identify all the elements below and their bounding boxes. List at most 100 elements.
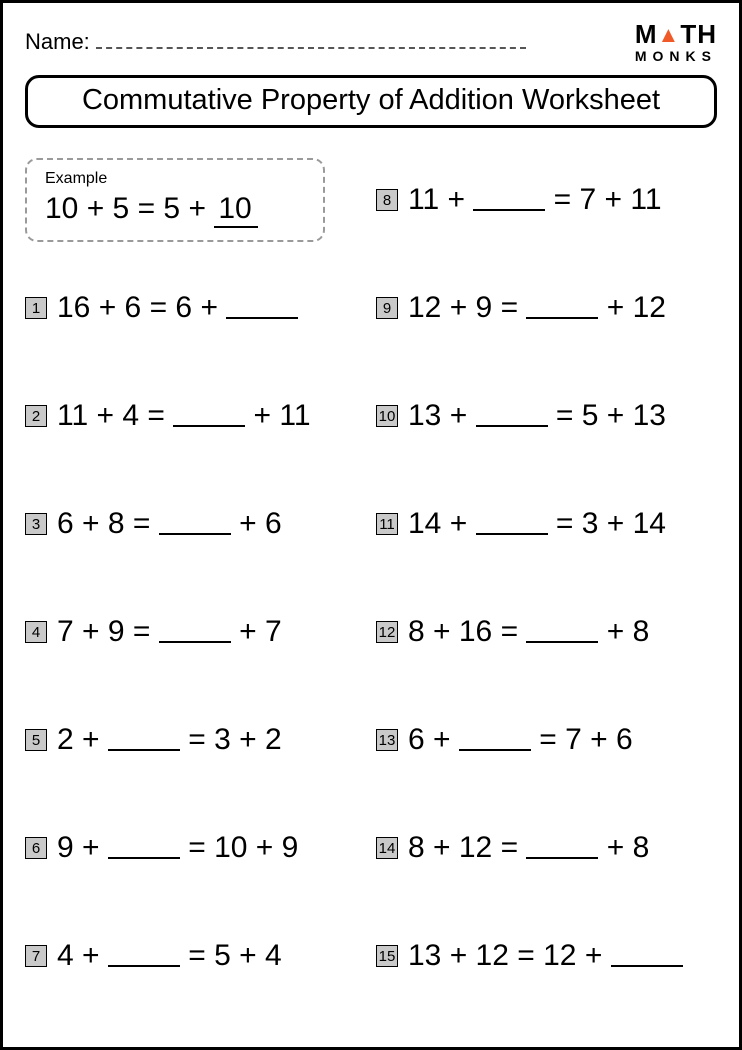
problem-cell: 6 9 + = 10 + 9	[25, 794, 366, 902]
eq-before: 16 + 6 = 6 +	[57, 291, 226, 324]
problem-cell: 1 16 + 6 = 6 +	[25, 254, 366, 362]
eq-after: = 3 + 2	[180, 723, 282, 756]
equation: 13 + = 5 + 13	[408, 399, 666, 433]
problem-number: 6	[25, 837, 47, 859]
worksheet-title: Commutative Property of Addition Workshe…	[25, 75, 717, 128]
eq-before: 13 + 12 = 12 +	[408, 939, 611, 972]
logo-th: TH	[680, 19, 717, 49]
problem-number: 3	[25, 513, 47, 535]
equation: 9 + = 10 + 9	[57, 831, 298, 865]
eq-before: 11 + 4 =	[57, 399, 173, 432]
problem-cell: 13 6 + = 7 + 6	[376, 686, 717, 794]
equation: 4 + = 5 + 4	[57, 939, 282, 973]
eq-before: 13 +	[408, 399, 476, 432]
answer-blank[interactable]	[108, 965, 180, 967]
answer-blank[interactable]	[459, 749, 531, 751]
eq-after: + 8	[598, 831, 649, 864]
problem-grid: Example 10 + 5 = 5 + 10 8 11 + = 7 + 11 …	[25, 146, 717, 1010]
problem-cell: 9 12 + 9 = + 12	[376, 254, 717, 362]
equation: 13 + 12 = 12 +	[408, 939, 683, 973]
problem-cell: 2 11 + 4 = + 11	[25, 362, 366, 470]
example-answer: 10	[214, 192, 257, 228]
answer-blank[interactable]	[226, 317, 298, 319]
example-equation: 10 + 5 = 5 + 10	[45, 192, 305, 228]
answer-blank[interactable]	[526, 857, 598, 859]
problem-cell: 10 13 + = 5 + 13	[376, 362, 717, 470]
answer-blank[interactable]	[476, 533, 548, 535]
eq-after: + 12	[598, 291, 666, 324]
answer-blank[interactable]	[526, 317, 598, 319]
example-cell: Example 10 + 5 = 5 + 10	[25, 146, 366, 254]
problem-cell: 15 13 + 12 = 12 +	[376, 902, 717, 1010]
problem-cell: 5 2 + = 3 + 2	[25, 686, 366, 794]
equation: 8 + 16 = + 8	[408, 615, 649, 649]
equation: 8 + 12 = + 8	[408, 831, 649, 865]
problem-number: 12	[376, 621, 398, 643]
problem-cell: 4 7 + 9 = + 7	[25, 578, 366, 686]
eq-after: = 5 + 4	[180, 939, 282, 972]
problem-number: 13	[376, 729, 398, 751]
problem-number: 1	[25, 297, 47, 319]
eq-after: + 8	[598, 615, 649, 648]
equation: 14 + = 3 + 14	[408, 507, 666, 541]
eq-before: 2 +	[57, 723, 108, 756]
equation: 11 + = 7 + 11	[408, 183, 662, 217]
eq-before: 6 + 8 =	[57, 507, 159, 540]
name-field: Name:	[25, 29, 526, 55]
eq-after: = 3 + 14	[548, 507, 666, 540]
answer-blank[interactable]	[526, 641, 598, 643]
eq-before: 9 +	[57, 831, 108, 864]
answer-blank[interactable]	[476, 425, 548, 427]
answer-blank[interactable]	[159, 533, 231, 535]
name-label: Name:	[25, 29, 90, 55]
equation: 11 + 4 = + 11	[57, 399, 311, 433]
answer-blank[interactable]	[611, 965, 683, 967]
problem-number: 11	[376, 513, 398, 535]
equation: 2 + = 3 + 2	[57, 723, 282, 757]
logo-m: M	[635, 19, 658, 49]
eq-before: 7 + 9 =	[57, 615, 159, 648]
eq-before: 8 + 16 =	[408, 615, 526, 648]
eq-after: = 10 + 9	[180, 831, 298, 864]
problem-cell: 3 6 + 8 = + 6	[25, 470, 366, 578]
answer-blank[interactable]	[173, 425, 245, 427]
problem-number: 7	[25, 945, 47, 967]
eq-before: 4 +	[57, 939, 108, 972]
example-lhs: 10 + 5 = 5 +	[45, 192, 206, 225]
problem-cell: 12 8 + 16 = + 8	[376, 578, 717, 686]
answer-blank[interactable]	[159, 641, 231, 643]
eq-before: 14 +	[408, 507, 476, 540]
eq-before: 8 + 12 =	[408, 831, 526, 864]
answer-blank[interactable]	[108, 749, 180, 751]
example-box: Example 10 + 5 = 5 + 10	[25, 158, 325, 242]
eq-after: = 7 + 6	[531, 723, 633, 756]
problem-number: 10	[376, 405, 398, 427]
eq-after: + 11	[245, 399, 310, 432]
problem-number: 8	[376, 189, 398, 211]
problem-number: 15	[376, 945, 398, 967]
eq-after: = 5 + 13	[548, 399, 666, 432]
eq-after: + 7	[231, 615, 282, 648]
answer-blank[interactable]	[473, 209, 545, 211]
eq-before: 12 + 9 =	[408, 291, 526, 324]
equation: 6 + = 7 + 6	[408, 723, 633, 757]
problem-cell: 7 4 + = 5 + 4	[25, 902, 366, 1010]
equation: 12 + 9 = + 12	[408, 291, 666, 325]
equation: 16 + 6 = 6 +	[57, 291, 298, 325]
answer-blank[interactable]	[108, 857, 180, 859]
problem-number: 2	[25, 405, 47, 427]
example-label: Example	[45, 170, 305, 188]
problem-cell: 14 8 + 12 = + 8	[376, 794, 717, 902]
problem-number: 9	[376, 297, 398, 319]
name-input-line[interactable]	[96, 35, 526, 49]
equation: 7 + 9 = + 7	[57, 615, 282, 649]
header: Name: M▲TH MONKS	[25, 21, 717, 63]
eq-before: 6 +	[408, 723, 459, 756]
logo-bottom: MONKS	[635, 49, 717, 63]
logo-top: M▲TH	[635, 21, 717, 47]
triangle-icon: ▲	[658, 24, 681, 46]
eq-after: + 6	[231, 507, 282, 540]
problem-number: 14	[376, 837, 398, 859]
problem-cell: 8 11 + = 7 + 11	[376, 146, 717, 254]
equation: 6 + 8 = + 6	[57, 507, 282, 541]
